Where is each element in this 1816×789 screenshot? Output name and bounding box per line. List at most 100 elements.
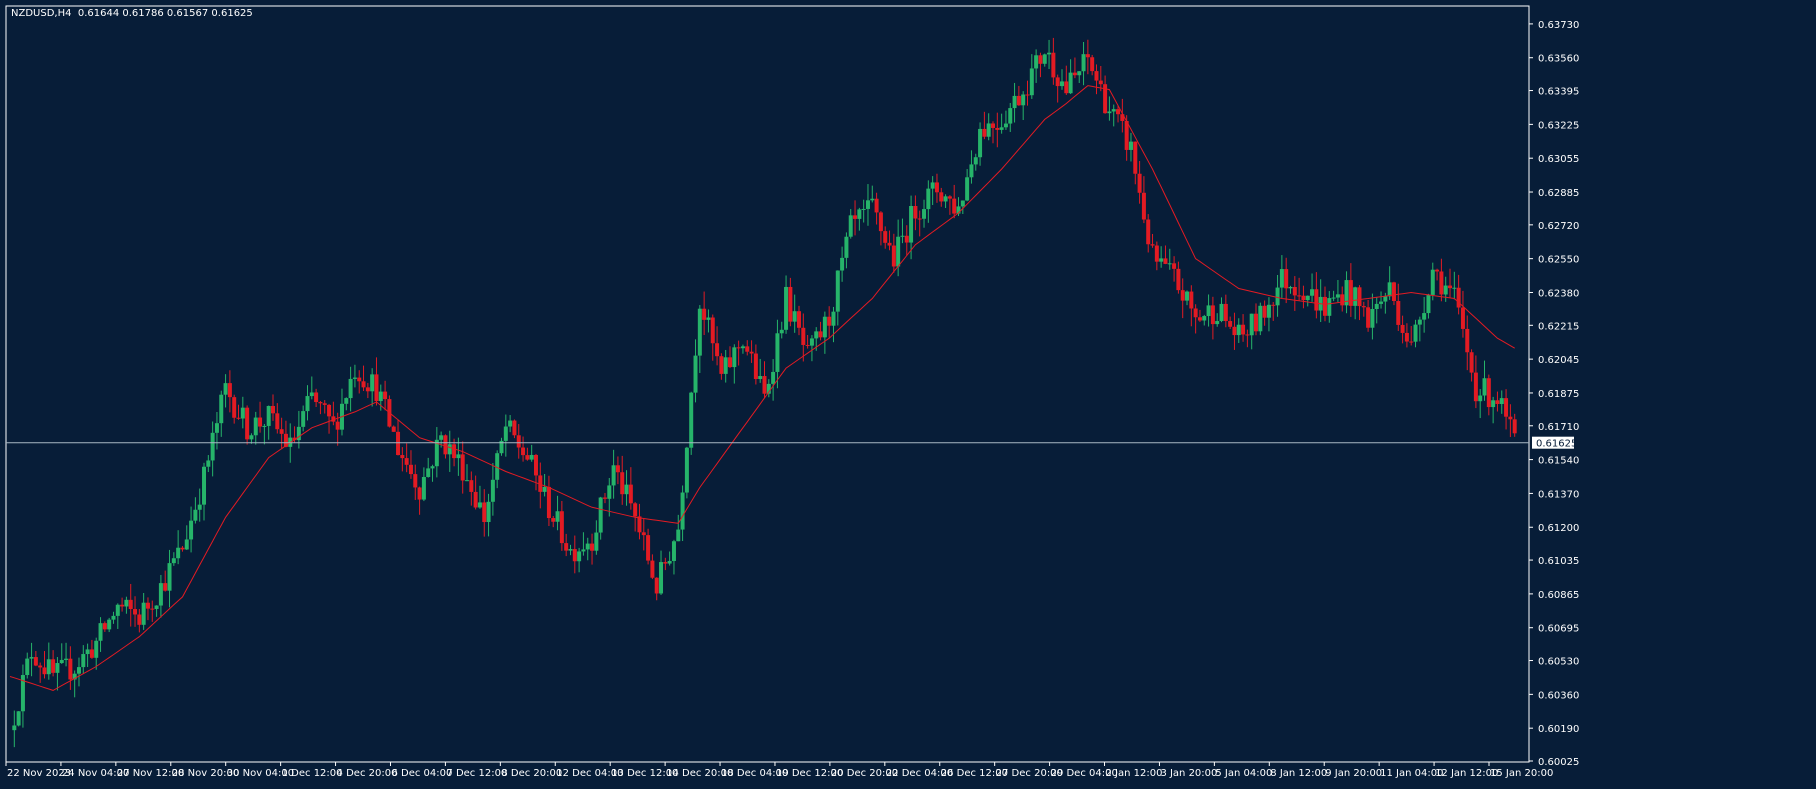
x-tick-label: 12 Jan 12:00	[1435, 768, 1498, 779]
candle-bull	[214, 423, 219, 433]
x-tick-label: 1 Dec 12:00	[282, 768, 343, 779]
y-tick-label: 0.61200	[1538, 523, 1579, 534]
candle-bear	[1284, 269, 1289, 289]
candle-bear	[51, 659, 56, 673]
candle-bear	[628, 484, 633, 504]
y-tick-label: 0.61035	[1538, 556, 1579, 567]
candle-bear	[1469, 352, 1474, 373]
y-tick-label: 0.60190	[1538, 724, 1579, 735]
x-tick-label: 27 Dec 20:00	[996, 768, 1063, 779]
candle-bear	[469, 480, 474, 492]
candle-bear	[710, 317, 715, 344]
candle-bear	[762, 376, 767, 394]
candle-bull	[240, 407, 245, 419]
candle-bear	[1439, 271, 1444, 295]
candle-bear	[1396, 301, 1401, 325]
y-tick-label: 0.61370	[1538, 489, 1579, 500]
candle-bull	[594, 532, 599, 551]
candle-bear	[1141, 192, 1146, 220]
candle-bull	[1159, 258, 1164, 262]
x-tick-label: 3 Jan 20:00	[1160, 768, 1217, 779]
candle-bear	[1361, 306, 1366, 308]
x-tick-label: 15 Jan 20:00	[1490, 768, 1553, 779]
candle-bear	[525, 455, 530, 460]
candle-bear	[335, 421, 340, 430]
candle-bull	[740, 346, 745, 349]
candle-bear	[891, 245, 896, 267]
candle-bull	[158, 583, 163, 606]
candle-bear	[516, 435, 521, 448]
candle-bull	[344, 398, 349, 404]
candle-bear	[270, 405, 275, 414]
candle-bear	[452, 444, 457, 459]
candle-bear	[318, 402, 323, 404]
candle-bull	[1077, 71, 1082, 76]
candle-bear	[572, 549, 577, 562]
candle-bull	[76, 667, 81, 674]
y-tick-label: 0.63730	[1538, 20, 1579, 31]
candle-bear	[650, 560, 655, 578]
candle-bear	[952, 198, 957, 214]
candle-bull	[624, 484, 629, 495]
candle-bear	[1172, 263, 1177, 269]
candle-bull	[1219, 303, 1224, 322]
candle-bear	[365, 387, 370, 392]
candle-bear	[1064, 81, 1069, 94]
candle-bull	[1266, 304, 1271, 318]
candle-bull	[223, 383, 228, 395]
candle-bull	[1167, 263, 1172, 265]
candle-bear	[715, 343, 720, 357]
candle-bull	[1452, 287, 1457, 289]
candle-bull	[447, 444, 452, 455]
candle-bull	[490, 479, 495, 502]
candle-bear	[801, 327, 806, 345]
candle-bear	[1016, 95, 1021, 106]
candle-bear	[1124, 120, 1129, 150]
candle-bear	[1465, 328, 1470, 353]
candle-bear	[1228, 321, 1233, 327]
candle-bear	[853, 215, 858, 219]
candle-bear	[551, 518, 556, 522]
candle-bear	[1400, 324, 1405, 333]
candle-bull	[758, 376, 763, 380]
candle-bull	[840, 257, 845, 271]
y-tick-label: 0.60360	[1538, 690, 1579, 701]
candle-bull	[986, 123, 991, 137]
price-axis[interactable]: 0.63730 0.63560 0.63395 0.63225 0.63055 0.628…	[1529, 20, 1579, 768]
candle-bull	[581, 549, 586, 552]
y-tick-label: 0.63560	[1538, 54, 1579, 65]
candle-bear	[512, 420, 517, 436]
candle-bear	[1193, 308, 1198, 318]
y-tick-label: 0.60025	[1538, 757, 1579, 768]
candle-bear	[1038, 55, 1043, 64]
candle-bull	[943, 196, 948, 202]
candle-bull	[568, 549, 573, 551]
candle-bear	[654, 577, 659, 594]
candle-bear	[796, 311, 801, 328]
candle-bull	[1482, 378, 1487, 396]
x-tick-label: 9 Jan 20:00	[1325, 768, 1382, 779]
x-tick-label: 11 Jan 04:00	[1380, 768, 1443, 779]
candle-bull	[1379, 301, 1384, 304]
candle-bull	[301, 411, 306, 427]
candle-bear	[1137, 173, 1142, 193]
candle-bear	[620, 472, 625, 495]
candle-bear	[150, 608, 155, 610]
candle-bull	[434, 439, 439, 467]
candle-bear	[663, 562, 668, 564]
x-tick-label: 22 Nov 2023	[7, 768, 71, 779]
candle-bear	[641, 532, 646, 536]
candle-bull	[1305, 295, 1310, 301]
candle-bear	[590, 543, 595, 551]
candle-bear	[1460, 307, 1465, 329]
candles-layer	[12, 37, 1517, 748]
candle-bull	[499, 440, 504, 454]
candle-bull	[676, 529, 681, 542]
candle-bull	[1478, 395, 1483, 402]
x-tick-label: 24 Nov 04:00	[62, 768, 129, 779]
x-tick-label: 20 Dec 20:00	[831, 768, 898, 779]
candle-bull	[154, 605, 159, 609]
